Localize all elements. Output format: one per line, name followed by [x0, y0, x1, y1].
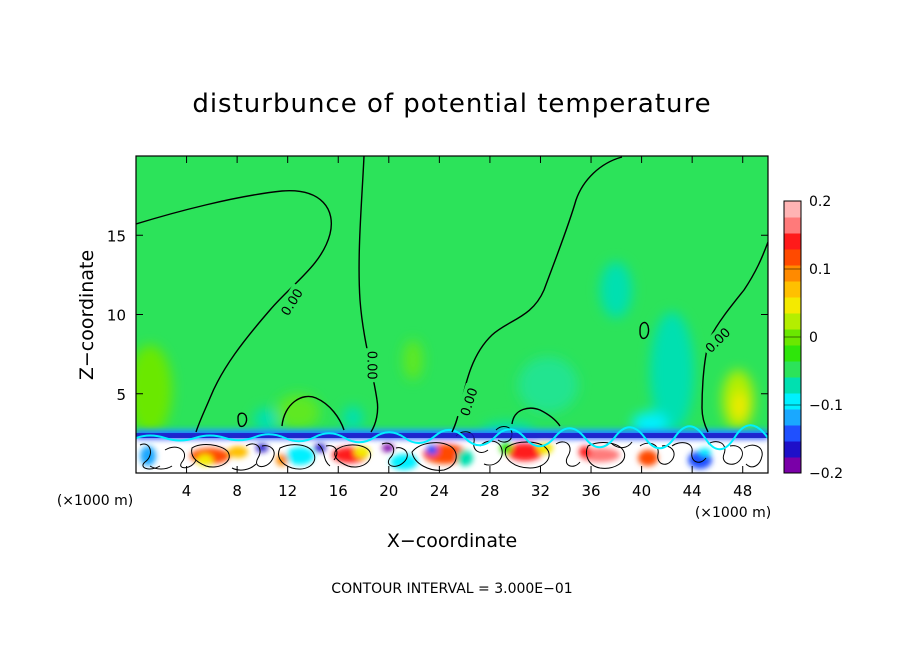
zero-contour-mid-left [358, 156, 379, 433]
warm-patch [276, 394, 320, 430]
x-tick-label: 40 [632, 482, 651, 500]
zero-contour-loop-2 [639, 321, 650, 340]
cool-patch [600, 262, 632, 318]
y-tick-label: 15 [107, 227, 126, 245]
x-unit-right: (×1000 m) [695, 505, 771, 521]
colorbar-tick-label: 0.1 [809, 262, 831, 278]
cool-patch [343, 406, 363, 430]
x-tick-label: 28 [480, 482, 499, 500]
x-tick-label: 8 [232, 482, 242, 500]
colorbar-band [784, 297, 801, 314]
y-axis-ticks: 5 10 15 [107, 227, 768, 404]
plot-area: 0.000.000.000.00 [136, 156, 768, 473]
colorbar-tick-label: 0.2 [809, 194, 831, 210]
x-tick-label: 24 [430, 482, 449, 500]
x-unit-left: (×1000 m) [57, 493, 133, 509]
x-tick-label: 16 [329, 482, 348, 500]
x-tick-label: 20 [379, 482, 398, 500]
colorbar-band [784, 425, 801, 442]
colorbar-band [784, 265, 801, 282]
chart-title: disturbunce of potential temperature [192, 89, 711, 119]
x-tick-label: 32 [531, 482, 550, 500]
x-tick-label: 4 [182, 482, 192, 500]
zero-contour-bump-2 [511, 407, 561, 427]
colorbar-tick-label: −0.1 [809, 398, 843, 414]
contour-label-gap [455, 383, 481, 421]
y-axis-label: Z−coordinate [76, 250, 98, 380]
y-tick-label: 10 [107, 307, 126, 325]
contour-interval-note: CONTOUR INTERVAL = 3.000E−01 [331, 581, 572, 597]
colorbar-band [784, 361, 801, 378]
colorbar-band [784, 409, 801, 426]
colorbar-band [784, 313, 801, 330]
boundary-top-band [136, 433, 768, 438]
zero-contour-loop-1 [237, 412, 248, 428]
boundary-layer-contours [139, 426, 763, 471]
contour-label-gap [275, 283, 307, 320]
warm-patch [733, 392, 747, 420]
x-tick-label: 12 [278, 482, 297, 500]
colorbar-band [784, 345, 801, 362]
colorbar-band [784, 457, 801, 474]
colorbar: 0.2 0.1 0 −0.1 −0.2 [783, 194, 843, 482]
cool-patch [254, 408, 278, 432]
contour-label-gap [365, 348, 381, 383]
colorbar-tick-label: −0.2 [809, 466, 843, 482]
x-tick-label: 44 [683, 482, 702, 500]
colorbar-band [784, 217, 801, 234]
colorbar-bands [784, 201, 801, 474]
zero-contour-bump-1 [281, 395, 345, 431]
cool-patch [518, 357, 578, 413]
x-axis-ticks: 4 8 12 16 20 24 28 32 36 40 44 48 [182, 156, 752, 500]
contour-label-gap [699, 322, 735, 357]
y-tick-label: 5 [116, 386, 126, 404]
x-tick-label: 48 [733, 482, 752, 500]
boundary-layer [136, 424, 768, 473]
x-axis-label: X−coordinate [387, 530, 517, 552]
colorbar-labels: 0.2 0.1 0 −0.1 −0.2 [784, 194, 843, 482]
warm-patch [403, 340, 423, 380]
contour-label-text: 0.00 [363, 351, 378, 380]
zero-contour-left [136, 190, 332, 433]
warm-patch [136, 345, 172, 435]
x-tick-label: 36 [581, 482, 600, 500]
boundary-top-wave [136, 424, 768, 451]
cool-patch [650, 312, 694, 432]
colorbar-band [784, 441, 801, 458]
colorbar-band [784, 377, 801, 394]
contour-label: 0.00 [363, 348, 381, 383]
colorbar-band [784, 393, 801, 410]
colorbar-tick-label: 0 [809, 330, 818, 346]
colorbar-band [784, 201, 801, 218]
colorbar-band [784, 249, 801, 266]
colorbar-band [784, 233, 801, 250]
colorbar-band [784, 281, 801, 298]
